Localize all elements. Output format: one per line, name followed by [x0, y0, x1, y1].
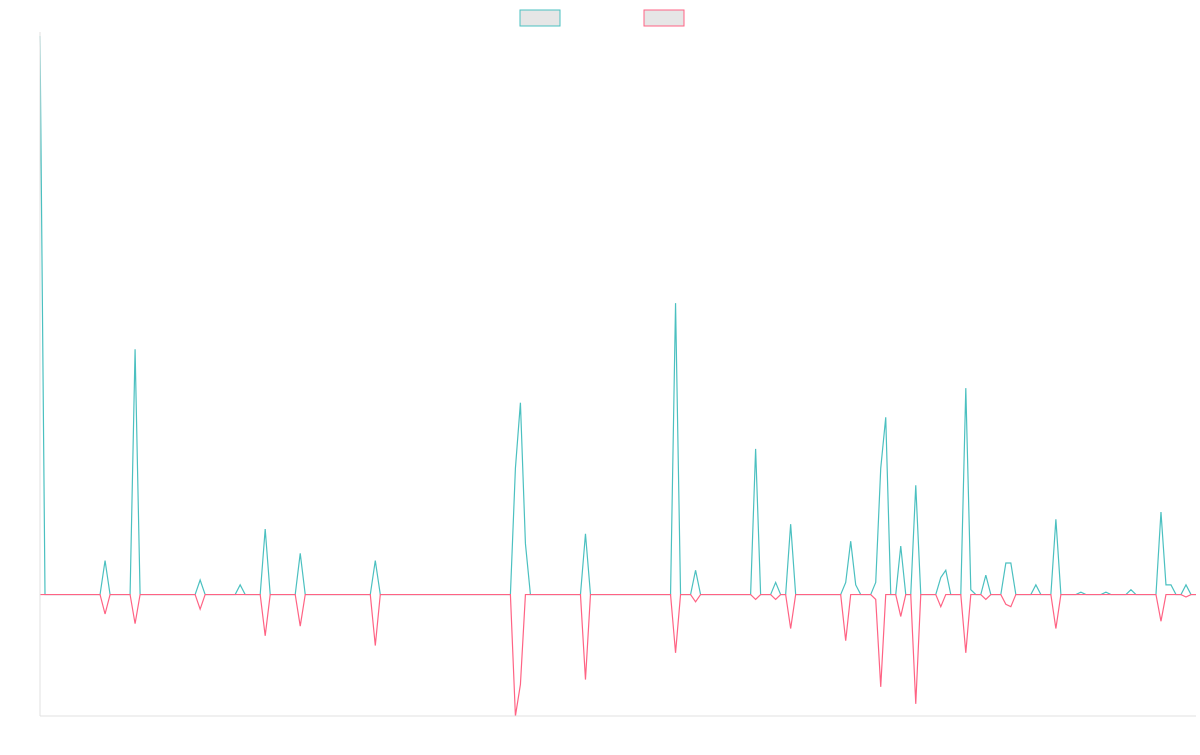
axes: [39, 32, 1196, 717]
series-line-2: [40, 593, 1196, 717]
plot-area: [39, 35, 1196, 717]
series-line-1: [39, 35, 1196, 596]
legend-swatch-1[interactable]: [519, 9, 561, 27]
legend: [519, 9, 685, 27]
legend-swatch-2[interactable]: [643, 9, 685, 27]
